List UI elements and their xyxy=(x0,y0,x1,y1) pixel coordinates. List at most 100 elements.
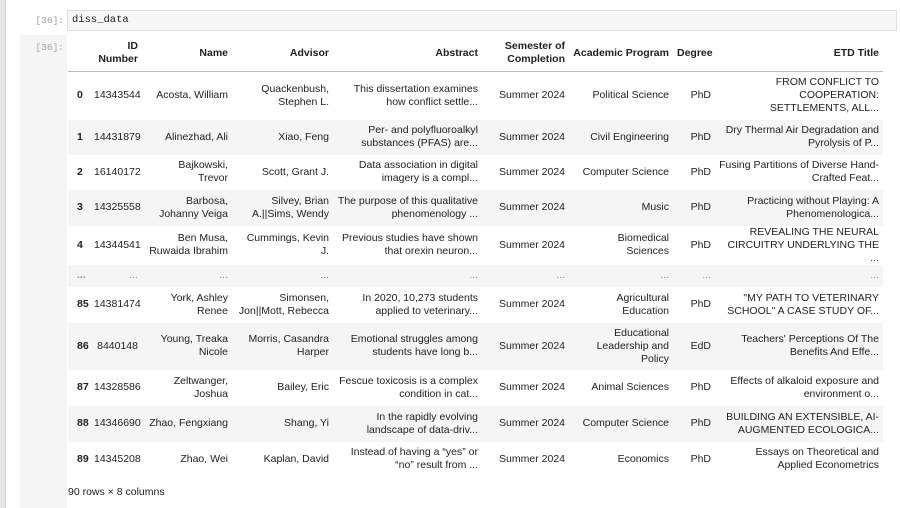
table-cell: 14325558 xyxy=(94,201,141,213)
table-cell: Computer Science xyxy=(582,165,669,178)
table-cell: Fescue toxicosis is a complex condition … xyxy=(339,374,478,400)
table-cell: ... xyxy=(870,269,879,281)
table-cell: Summer 2024 xyxy=(499,89,565,102)
row-index: 86 xyxy=(77,339,89,352)
table-cell: Educational Leadership and Policy xyxy=(596,326,669,365)
table-cell: Zeltwanger, Joshua xyxy=(173,374,228,400)
row-index: 3 xyxy=(77,201,83,213)
table-row: 2 16140172 Bajkowski, Trevor Scott, Grant J… xyxy=(68,155,883,190)
table-cell: 14328586 xyxy=(94,381,141,393)
table-cell: FROM CONFLICT TO COOPERATION: SETTLEMENT… xyxy=(769,76,879,115)
table-cell: Zhao, Wei xyxy=(180,452,228,465)
table-row: 86 8440148 Young, Treaka Nicole Morris, Cas… xyxy=(68,322,883,370)
table-cell: Scott, Grant J. xyxy=(261,165,329,178)
table-cell: Quackenbush, Stephen L. xyxy=(261,82,329,108)
table-row: 85 14381474 York, Ashley Renee Simonsen, Jo… xyxy=(68,287,883,323)
table-cell: Morris, Casandra Harper xyxy=(248,333,329,358)
table-cell: Summer 2024 xyxy=(499,381,565,393)
table-cell: 14345208 xyxy=(94,452,141,465)
code-cell-input[interactable]: diss_data xyxy=(67,10,897,31)
table-cell: Young, Treaka Nicole xyxy=(160,333,228,358)
table-cell: Summer 2024 xyxy=(499,130,565,143)
table-cell: Summer 2024 xyxy=(499,417,565,429)
row-index: 87 xyxy=(77,381,89,393)
table-cell: Summer 2024 xyxy=(499,452,565,465)
column-header: ETD Title xyxy=(715,35,883,72)
input-prompt: [36]: xyxy=(35,15,64,26)
output-prompt: [36]: xyxy=(35,42,64,53)
table-cell: ... xyxy=(556,269,565,281)
table-cell: Computer Science xyxy=(582,417,669,429)
table-cell: In the rapidly evolving landscape of dat… xyxy=(366,410,478,436)
row-index: 2 xyxy=(77,165,83,178)
table-cell: Zhao, Fengxiang xyxy=(149,417,228,429)
table-cell: Political Science xyxy=(592,89,669,102)
table-cell: Summer 2024 xyxy=(499,165,565,178)
table-cell: PhD xyxy=(690,201,711,213)
table-cell: PhD xyxy=(690,298,711,310)
table-cell: Shang, Yi xyxy=(284,417,329,429)
row-index: ... xyxy=(77,269,86,281)
table-row: 88 14346690 Zhao, Fengxiang Shang, Yi In the… xyxy=(68,405,883,442)
table-cell: ... xyxy=(702,269,711,281)
table-cell: PhD xyxy=(690,381,711,393)
table-cell: The purpose of this qualitative phenomen… xyxy=(337,194,478,220)
output-prompt-area xyxy=(20,35,67,508)
table-cell: REVEALING THE NEURAL CIRCUITRY UNDERLYIN… xyxy=(727,225,880,264)
column-header: Semester of Completion xyxy=(482,35,569,72)
table-cell: ... xyxy=(129,269,138,281)
table-cell: 14346690 xyxy=(94,417,141,429)
table-row: 87 14328586 Zeltwanger, Joshua Bailey, Eric… xyxy=(68,370,883,406)
table-cell: Xiao, Feng xyxy=(278,130,329,143)
table-cell: Agricultural Education xyxy=(616,291,669,317)
row-index: 89 xyxy=(77,452,89,465)
table-cell: Barbosa, Johanny Veiga xyxy=(159,194,228,220)
table-cell: Bajkowski, Trevor xyxy=(178,159,228,184)
table-cell: "MY PATH TO VETERINARY SCHOOL" A CASE ST… xyxy=(727,291,879,317)
table-cell: Economics xyxy=(617,452,669,465)
table-cell: In 2020, 10,273 students applied to vete… xyxy=(362,291,478,317)
table-cell: Simonsen, Jon||Mott, Rebecca xyxy=(238,291,329,317)
table-cell: Animal Sciences xyxy=(591,381,669,393)
dataframe-table: ID Number Name Advisor Abstract Semester of … xyxy=(68,35,883,477)
column-header: ID Number xyxy=(90,35,142,72)
table-cell: Summer 2024 xyxy=(499,238,565,251)
table-cell: PhD xyxy=(690,89,711,102)
table-cell: Dry Thermal Air Degradation and Pyrolysi… xyxy=(725,124,879,149)
table-cell: Music xyxy=(641,201,669,213)
table-cell: 14343544 xyxy=(94,89,141,102)
table-cell: PhD xyxy=(690,130,711,143)
table-cell: Previous studies have shown that orexin … xyxy=(342,232,478,257)
table-cell: PhD xyxy=(690,417,711,429)
table-cell: York, Ashley Renee xyxy=(170,291,228,317)
table-cell: Summer 2024 xyxy=(499,201,565,213)
table-cell: Cummings, Kevin J. xyxy=(246,232,329,257)
table-cell: 14344541 xyxy=(94,238,141,251)
table-cell: Summer 2024 xyxy=(499,298,565,310)
column-header: Name xyxy=(142,35,232,72)
table-row: 1 14431879 Alinezhad, Ali Xiao, Feng Per- an… xyxy=(68,119,883,155)
row-index: 85 xyxy=(77,298,89,310)
table-row: ........................... xyxy=(68,264,883,287)
table-cell: Teachers' Perceptions Of The Benefits An… xyxy=(741,333,879,358)
row-index: 1 xyxy=(77,130,83,143)
table-cell: Data association in digital imagery is a… xyxy=(358,159,478,184)
row-index: 88 xyxy=(77,417,89,429)
table-cell: Silvey, Brian A.||Sims, Wendy xyxy=(251,194,329,220)
table-row: 89 14345208 Zhao, Wei Kaplan, David Instead … xyxy=(68,442,883,477)
row-index: 0 xyxy=(77,89,83,102)
table-cell: This dissertation examines how conflict … xyxy=(353,82,478,108)
table-cell: EdD xyxy=(690,339,711,352)
column-header: Academic Program xyxy=(569,35,673,72)
table-cell: Biomedical Sciences xyxy=(617,232,669,257)
table-cell: Alinezhad, Ali xyxy=(164,130,228,143)
table-cell: PhD xyxy=(690,238,711,251)
table-cell: ... xyxy=(219,269,228,281)
table-cell: Bailey, Eric xyxy=(277,381,329,393)
table-cell: Per- and polyfluoroalkyl substances (PFA… xyxy=(361,124,478,149)
table-cell: Acosta, William xyxy=(156,89,228,102)
table-cell: Practicing without Playing: A Phenomenol… xyxy=(747,194,879,220)
table-cell: Instead of having a “yes” or “no” result… xyxy=(350,446,478,471)
scrollbar[interactable] xyxy=(0,0,6,508)
table-cell: Ben Musa, Ruwaida Ibrahim xyxy=(149,232,228,257)
